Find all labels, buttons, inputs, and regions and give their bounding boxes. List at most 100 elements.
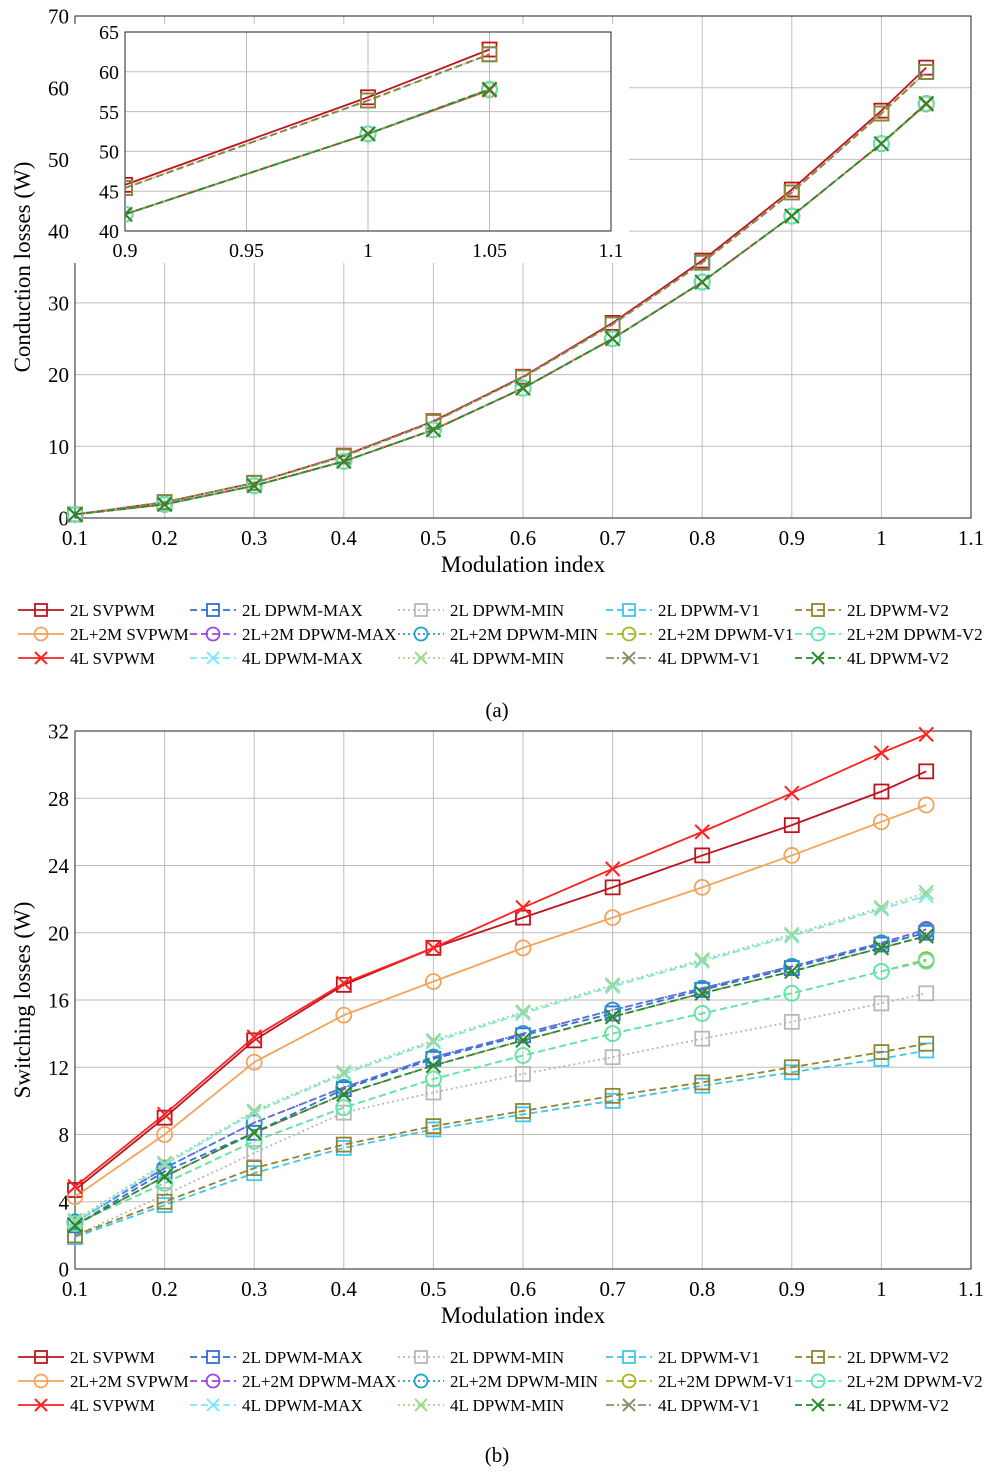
data-point	[694, 1030, 711, 1047]
data-point	[156, 1155, 173, 1171]
data-point	[424, 1070, 442, 1088]
series-line	[74, 71, 927, 516]
legend-label: 4L SVPWM	[70, 1396, 155, 1415]
legend-swatch-marker	[205, 1373, 221, 1389]
data-point	[425, 1057, 442, 1074]
series-line	[125, 48, 490, 186]
legend-item-2lp2m-dpwm-v2: 2L+2M DPWM-V2	[795, 625, 983, 644]
data-point	[246, 1160, 263, 1177]
data-point	[873, 745, 890, 761]
y-tick-label: 0	[59, 1258, 70, 1282]
data-point	[918, 884, 934, 901]
x-tick-label: 0.9	[779, 526, 805, 550]
data-point	[246, 1029, 262, 1045]
legend-item-2l-dpwm-max: 2L DPWM-MAX	[190, 1348, 363, 1367]
legend-item-4l-dpwm-min: 4L DPWM-MIN	[398, 649, 564, 668]
data-point	[515, 1004, 531, 1020]
data-point	[67, 1217, 83, 1233]
panel-label-b: (b)	[485, 1443, 510, 1467]
inset-y-tick-label: 40	[99, 221, 119, 243]
data-point	[336, 1086, 352, 1102]
x-tick-label: 0.3	[241, 526, 267, 550]
legend-label: 4L DPWM-MIN	[450, 649, 564, 668]
data-point	[604, 1009, 621, 1025]
data-point	[604, 909, 621, 927]
legend-item-4l-dpwm-v1: 4L DPWM-V1	[606, 1396, 760, 1415]
y-tick-label: 10	[48, 435, 69, 459]
legend-item-4l-dpwm-v2: 4L DPWM-V2	[795, 1396, 949, 1415]
data-point	[125, 205, 134, 223]
series-2lp2m-svpwm	[66, 796, 935, 1206]
data-point	[784, 926, 800, 943]
legend-swatch-marker	[205, 626, 221, 642]
data-point	[917, 95, 935, 112]
legend-item-2l-dpwm-v1: 2L DPWM-V1	[606, 1348, 760, 1367]
data-point	[873, 934, 890, 952]
legend-swatch-marker	[621, 1373, 637, 1389]
legend-item-2l-svpwm: 2L SVPWM	[18, 601, 155, 620]
data-point	[246, 1032, 263, 1049]
data-point	[425, 1032, 442, 1049]
data-point	[481, 81, 498, 98]
data-point	[873, 940, 890, 956]
data-point	[693, 1005, 711, 1022]
legend-item-2l-dpwm-min: 2L DPWM-MIN	[398, 1348, 564, 1367]
data-point	[246, 1125, 262, 1141]
legend-label: 2L DPWM-V2	[847, 1348, 949, 1367]
data-point	[783, 1059, 800, 1076]
data-point	[873, 105, 890, 122]
data-point	[918, 928, 934, 944]
legend-item-2l-dpwm-min: 2L DPWM-MIN	[398, 601, 564, 620]
x-tick-label: 0.8	[689, 1277, 715, 1301]
x-tick-label: 0.8	[689, 526, 715, 550]
legend-item-4l-svpwm: 4L SVPWM	[18, 1396, 155, 1415]
legend-label: 4L DPWM-V2	[847, 649, 949, 668]
data-point	[481, 80, 498, 98]
data-point	[918, 763, 935, 780]
data-point	[694, 1074, 711, 1091]
data-point	[246, 478, 262, 494]
legend-item-2l-dpwm-max: 2L DPWM-MAX	[190, 601, 363, 620]
x-axis-title: Modulation index	[441, 1303, 606, 1328]
data-point	[67, 506, 83, 523]
legend-label: 2L DPWM-MAX	[242, 601, 363, 620]
data-point	[515, 1066, 531, 1082]
legend-swatch-marker	[206, 651, 220, 665]
legend-item-4l-dpwm-v1: 4L DPWM-V1	[606, 649, 760, 668]
legend-swatch-marker	[414, 1350, 428, 1364]
legend-swatch-marker	[811, 1398, 825, 1412]
y-tick-label: 0	[59, 507, 70, 531]
data-point	[873, 813, 890, 831]
series-line	[125, 53, 490, 189]
data-point	[873, 135, 890, 152]
data-point	[425, 940, 442, 956]
legend-swatch-marker	[622, 603, 636, 617]
data-point	[425, 1118, 442, 1134]
data-point	[67, 1182, 83, 1198]
legend-label: 2L DPWM-MIN	[450, 1348, 564, 1367]
series-line	[74, 1049, 927, 1238]
legend-swatch-marker	[811, 603, 825, 617]
data-point	[515, 1032, 531, 1049]
legend-item-2l-svpwm: 2L SVPWM	[18, 1348, 155, 1367]
y-axis-title: Switching losses (W)	[10, 902, 35, 1099]
data-point	[783, 957, 801, 975]
data-point	[604, 331, 621, 347]
data-point	[604, 861, 621, 877]
data-point	[783, 984, 801, 1002]
x-tick-label: 0.2	[151, 526, 177, 550]
legend-label: 2L SVPWM	[70, 1348, 155, 1367]
series-4l-dpwm-max	[67, 888, 934, 1230]
switching-losses-chart: 0.1 0.2 0.3 0.4 0.5 0.6 0.7 0.8 0.9 1 1.1 0 4 8 12 16 20…	[10, 720, 984, 1328]
series-line	[125, 53, 490, 189]
data-point	[694, 254, 711, 271]
legend-swatch-marker	[810, 626, 826, 642]
data-point	[604, 879, 621, 896]
data-point	[156, 496, 173, 513]
y-tick-label: 16	[48, 989, 69, 1013]
y-tick-label: 30	[48, 291, 69, 315]
inset-x-tick-label: 0.95	[229, 240, 264, 262]
data-point	[156, 1126, 174, 1143]
inset-chart: 0.9 0.95 1 1.05 1.1 40 45 50 55 60 65	[73, 22, 629, 263]
legend-item-4l-dpwm-max: 4L DPWM-MAX	[190, 649, 363, 668]
